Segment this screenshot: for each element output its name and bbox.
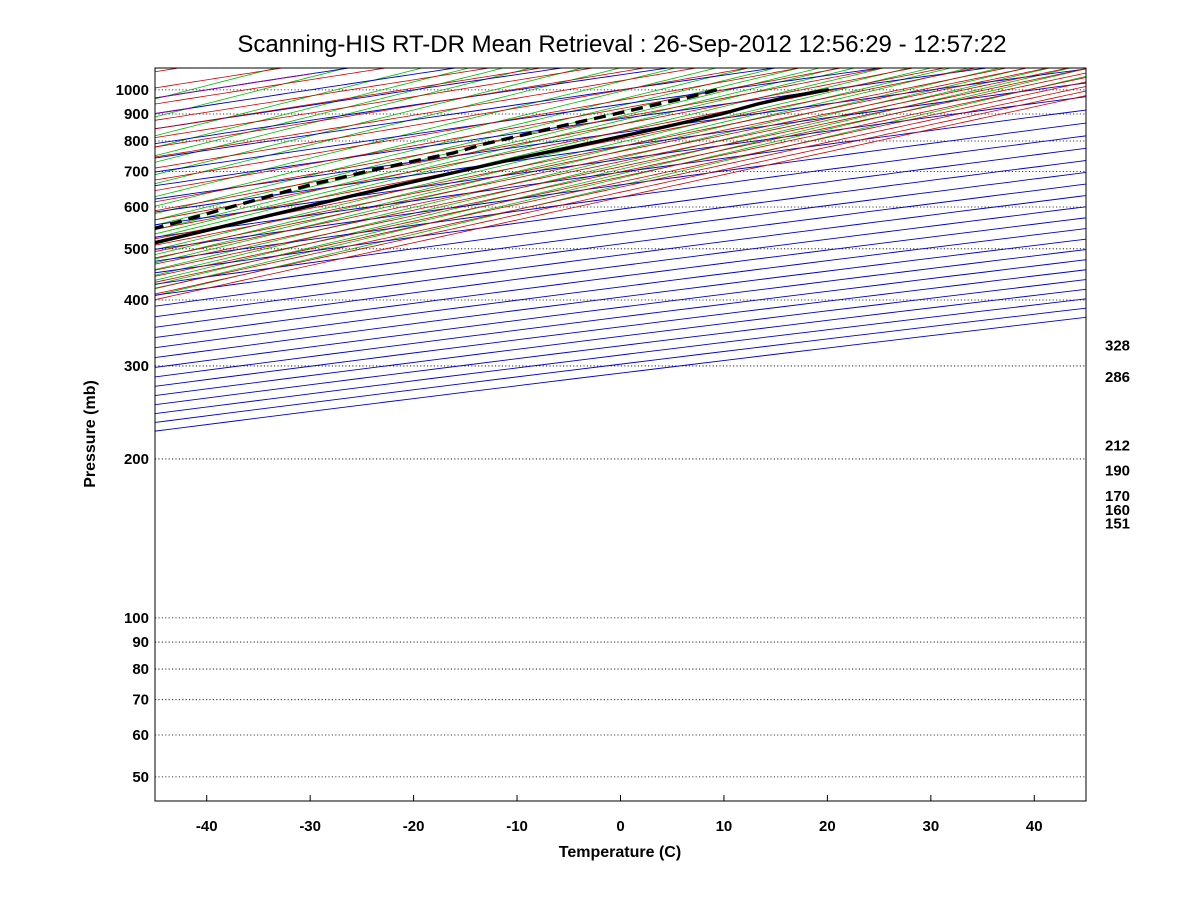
y-tick-label: 900 — [124, 106, 149, 123]
mixing-ratio-line — [155, 68, 583, 176]
right-pressure-label: 212 — [1105, 438, 1130, 455]
right-pressure-label: 190 — [1105, 463, 1130, 480]
moist-adiabat — [155, 68, 800, 181]
thermodynamic-background-lines — [0, 68, 1086, 806]
moist-adiabat — [155, 68, 179, 73]
temperature-profile — [155, 88, 830, 245]
dry-adiabat — [155, 68, 774, 159]
moist-adiabat — [155, 86, 1086, 289]
dry-adiabat — [155, 160, 1086, 285]
x-tick-label: -10 — [506, 818, 528, 835]
dry-adiabat — [155, 147, 1086, 274]
moist-adiabat — [155, 68, 490, 121]
x-tick-label: -40 — [196, 818, 218, 835]
moist-adiabat — [155, 68, 976, 230]
y-tick-label: 80 — [132, 661, 149, 678]
moist-adiabat — [155, 77, 1086, 277]
y-tick-label: 400 — [124, 292, 149, 309]
mixing-ratio-line — [155, 68, 931, 256]
y-tick-label: 50 — [132, 769, 149, 786]
dry-adiabat — [155, 68, 987, 187]
moist-adiabat — [155, 68, 1086, 265]
moist-adiabat — [155, 72, 1086, 271]
dry-adiabat — [155, 171, 1086, 296]
isobar-gridlines — [155, 89, 1086, 778]
dry-adiabat — [155, 68, 562, 130]
moist-adiabat — [155, 68, 541, 130]
right-pressure-label: 151 — [1105, 515, 1130, 532]
right-pressure-label: 160 — [1105, 502, 1130, 519]
mixing-ratio-line — [155, 68, 531, 163]
x-tick-label: -30 — [299, 818, 321, 835]
y-axis-label: Pressure (mb) — [82, 380, 99, 488]
y-tick-label: 90 — [132, 634, 149, 651]
moist-adiabat — [155, 68, 1048, 252]
y-tick-label: 200 — [124, 451, 149, 468]
dry-adiabat — [155, 195, 1086, 318]
right-pressure-label: 286 — [1105, 369, 1130, 386]
dry-adiabat — [155, 183, 1086, 307]
y-tick-label: 500 — [124, 241, 149, 258]
sounding-profiles — [155, 88, 830, 245]
adiabat-overlay — [0, 140, 83, 806]
y-tick-label: 70 — [132, 692, 149, 709]
chart-title: Scanning-HIS RT-DR Mean Retrieval : 26-S… — [237, 31, 1006, 58]
moist-adiabat — [155, 68, 883, 203]
dry-adiabat — [155, 217, 1086, 339]
moist-adiabat — [155, 81, 1086, 283]
mixing-ratio-line — [155, 68, 1050, 281]
mixing-ratio-line — [155, 68, 1000, 270]
x-tick-label: 40 — [1026, 818, 1043, 835]
mixing-ratio-line — [155, 68, 422, 137]
y-tick-label: 800 — [124, 133, 149, 150]
moist-adiabat — [155, 68, 1069, 259]
moist-adiabat — [155, 68, 696, 158]
dry-adiabat — [155, 68, 1086, 200]
mixing-ratio-line — [155, 68, 676, 198]
dry-adiabat — [155, 96, 1086, 226]
x-tick-label: 0 — [616, 818, 624, 835]
mixing-ratio-line — [155, 68, 800, 226]
moist-adiabat — [155, 68, 645, 148]
mixing-ratio-line — [155, 68, 776, 221]
mixing-ratio-line — [155, 68, 820, 231]
temperature-axis: -40 -30 -20 -10 0 10 20 30 40 — [196, 795, 1043, 835]
dry-adiabat — [155, 206, 1086, 328]
y-tick-label: 700 — [124, 164, 149, 181]
moist-adiabat — [155, 68, 593, 139]
moist-adiabat — [155, 68, 914, 212]
x-tick-label: 30 — [922, 818, 939, 835]
y-tick-label: 60 — [132, 727, 149, 744]
right-pressure-label: 328 — [1105, 337, 1130, 354]
mixing-ratio-line — [155, 68, 951, 260]
mixing-ratio-line — [155, 75, 1086, 297]
dry-adiabat — [155, 135, 1086, 262]
moist-adiabat — [155, 68, 1027, 246]
y-tick-label: 300 — [124, 358, 149, 375]
x-tick-label: -20 — [403, 818, 425, 835]
y-tick-label: 1000 — [116, 82, 149, 99]
x-axis-label: Temperature (C) — [559, 844, 681, 861]
pressure-axis: 50 60 70 80 90 100 200 300 400 500 600 700 800 900 100… — [116, 82, 149, 786]
y-tick-label: 100 — [124, 610, 149, 627]
right-pressure-label: 170 — [1105, 488, 1130, 505]
dry-adiabat — [155, 68, 881, 173]
moist-adiabat — [155, 68, 841, 192]
dry-adiabat — [155, 122, 1086, 250]
dewpoint-profile — [155, 88, 718, 231]
moist-adiabat — [155, 95, 1086, 301]
mixing-ratio-line — [155, 68, 469, 148]
x-tick-label: 20 — [819, 818, 836, 835]
moist-adiabat — [155, 68, 748, 169]
mixing-ratio-line — [155, 68, 717, 207]
mixing-ratio-line — [155, 68, 855, 239]
dry-adiabat — [155, 68, 668, 145]
x-tick-label: 10 — [716, 818, 733, 835]
mixing-ratio-line — [155, 68, 749, 215]
moist-adiabat — [155, 90, 1086, 295]
y-tick-label: 600 — [124, 199, 149, 216]
moist-adiabat — [155, 68, 386, 105]
